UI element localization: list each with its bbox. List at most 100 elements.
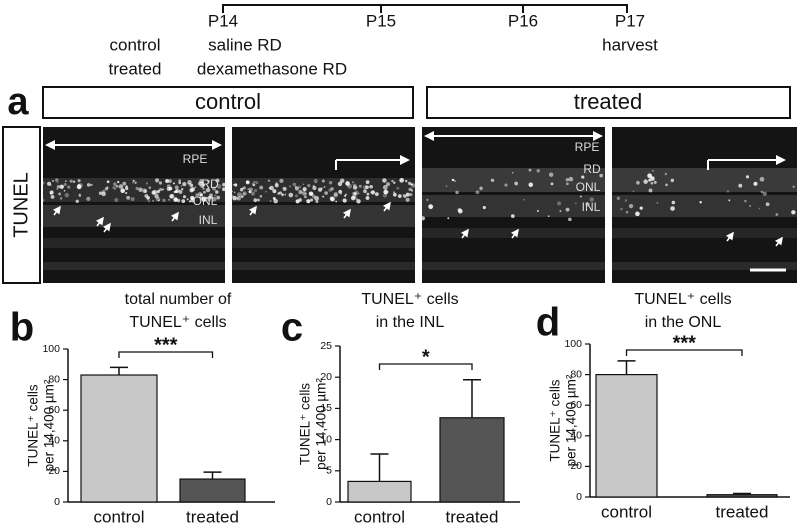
speckle xyxy=(370,190,376,195)
speckle xyxy=(338,189,343,194)
speckle xyxy=(41,181,45,185)
layer-label: ONL xyxy=(576,180,601,194)
cell-pointer xyxy=(460,228,469,239)
speckle xyxy=(426,198,429,201)
speckle xyxy=(451,178,455,182)
speckle xyxy=(639,206,643,210)
speckle xyxy=(180,185,183,187)
speckle xyxy=(41,198,45,202)
speckle xyxy=(664,172,668,176)
speckle xyxy=(650,181,654,185)
speckle xyxy=(745,175,750,179)
speckle xyxy=(78,193,81,197)
speckle xyxy=(314,195,319,201)
speckle xyxy=(214,194,217,197)
speckle xyxy=(383,189,389,195)
speckle xyxy=(568,176,574,182)
bar xyxy=(80,374,158,503)
speckle xyxy=(166,184,171,189)
speckle xyxy=(298,185,302,189)
bar xyxy=(439,417,505,503)
speckle xyxy=(151,190,156,195)
y-tick-label: 60 xyxy=(48,404,60,416)
speckle xyxy=(345,193,347,196)
cell-pointer xyxy=(248,205,257,216)
cell-pointer xyxy=(725,231,734,242)
speckle xyxy=(205,196,208,200)
speckle xyxy=(176,198,181,203)
speckle xyxy=(565,177,570,182)
speckle xyxy=(199,193,203,197)
speckle xyxy=(298,190,303,195)
retina-layer xyxy=(612,195,797,217)
speckle xyxy=(643,179,648,184)
speckle xyxy=(147,199,151,203)
speckle xyxy=(135,186,139,191)
speckle xyxy=(356,199,361,204)
speckle xyxy=(393,191,396,194)
speckle xyxy=(207,195,212,200)
speckle xyxy=(178,181,182,185)
y-tick-label: 80 xyxy=(48,373,60,385)
speckle xyxy=(202,187,205,190)
speckle xyxy=(248,190,252,194)
speckle xyxy=(322,195,325,198)
speckle xyxy=(761,191,765,194)
speckle xyxy=(374,192,379,197)
stain-box xyxy=(2,126,41,284)
speckle xyxy=(410,183,413,186)
speckle xyxy=(250,191,255,196)
speckle xyxy=(75,199,79,204)
speckle xyxy=(447,217,450,220)
speckle xyxy=(245,180,249,184)
layer-label: INL xyxy=(582,200,601,214)
speckle xyxy=(279,178,284,184)
speckle xyxy=(665,183,668,187)
retina-layer xyxy=(422,262,605,270)
retina-layer xyxy=(43,262,225,270)
speckle xyxy=(195,193,199,197)
speckle xyxy=(117,180,120,184)
stain-label: TUNEL xyxy=(10,172,32,238)
speckle xyxy=(146,196,150,200)
speckle xyxy=(445,185,448,188)
y-tick-label: 100 xyxy=(564,338,582,350)
speckle xyxy=(215,180,218,183)
speckle xyxy=(328,181,333,185)
y-axis-label: TUNEL⁺ cells xyxy=(548,379,563,461)
speckle xyxy=(197,191,203,197)
panel-letter: b xyxy=(10,306,34,350)
treatment-label: dexamethasone RD xyxy=(197,59,347,78)
group-title: treated xyxy=(574,89,643,114)
day-label: P14 xyxy=(208,11,238,30)
speckle xyxy=(50,195,55,199)
speckle xyxy=(559,210,562,212)
layer-label: ONL xyxy=(193,194,218,208)
speckle xyxy=(251,182,255,185)
speckle xyxy=(64,192,70,198)
speckle xyxy=(86,183,91,187)
speckle xyxy=(632,190,635,193)
endpoint-label: harvest xyxy=(602,35,658,54)
speckle xyxy=(156,189,161,193)
speckle xyxy=(392,192,397,197)
speckle xyxy=(236,196,241,201)
speckle xyxy=(738,183,743,188)
speckle xyxy=(624,199,628,202)
speckle xyxy=(59,197,63,200)
speckle xyxy=(749,204,752,207)
speckle xyxy=(215,178,220,183)
speckle xyxy=(352,185,358,190)
speckle xyxy=(670,178,675,183)
speckle xyxy=(393,181,396,184)
speckle xyxy=(579,195,582,198)
speckle xyxy=(59,184,64,189)
speckle xyxy=(369,184,373,189)
speckle xyxy=(122,181,127,186)
speckle xyxy=(205,187,211,193)
layer-label: RPE xyxy=(575,140,600,154)
speckle xyxy=(207,179,210,183)
speckle xyxy=(366,192,370,196)
speckle xyxy=(117,186,120,188)
speckle xyxy=(306,199,311,204)
